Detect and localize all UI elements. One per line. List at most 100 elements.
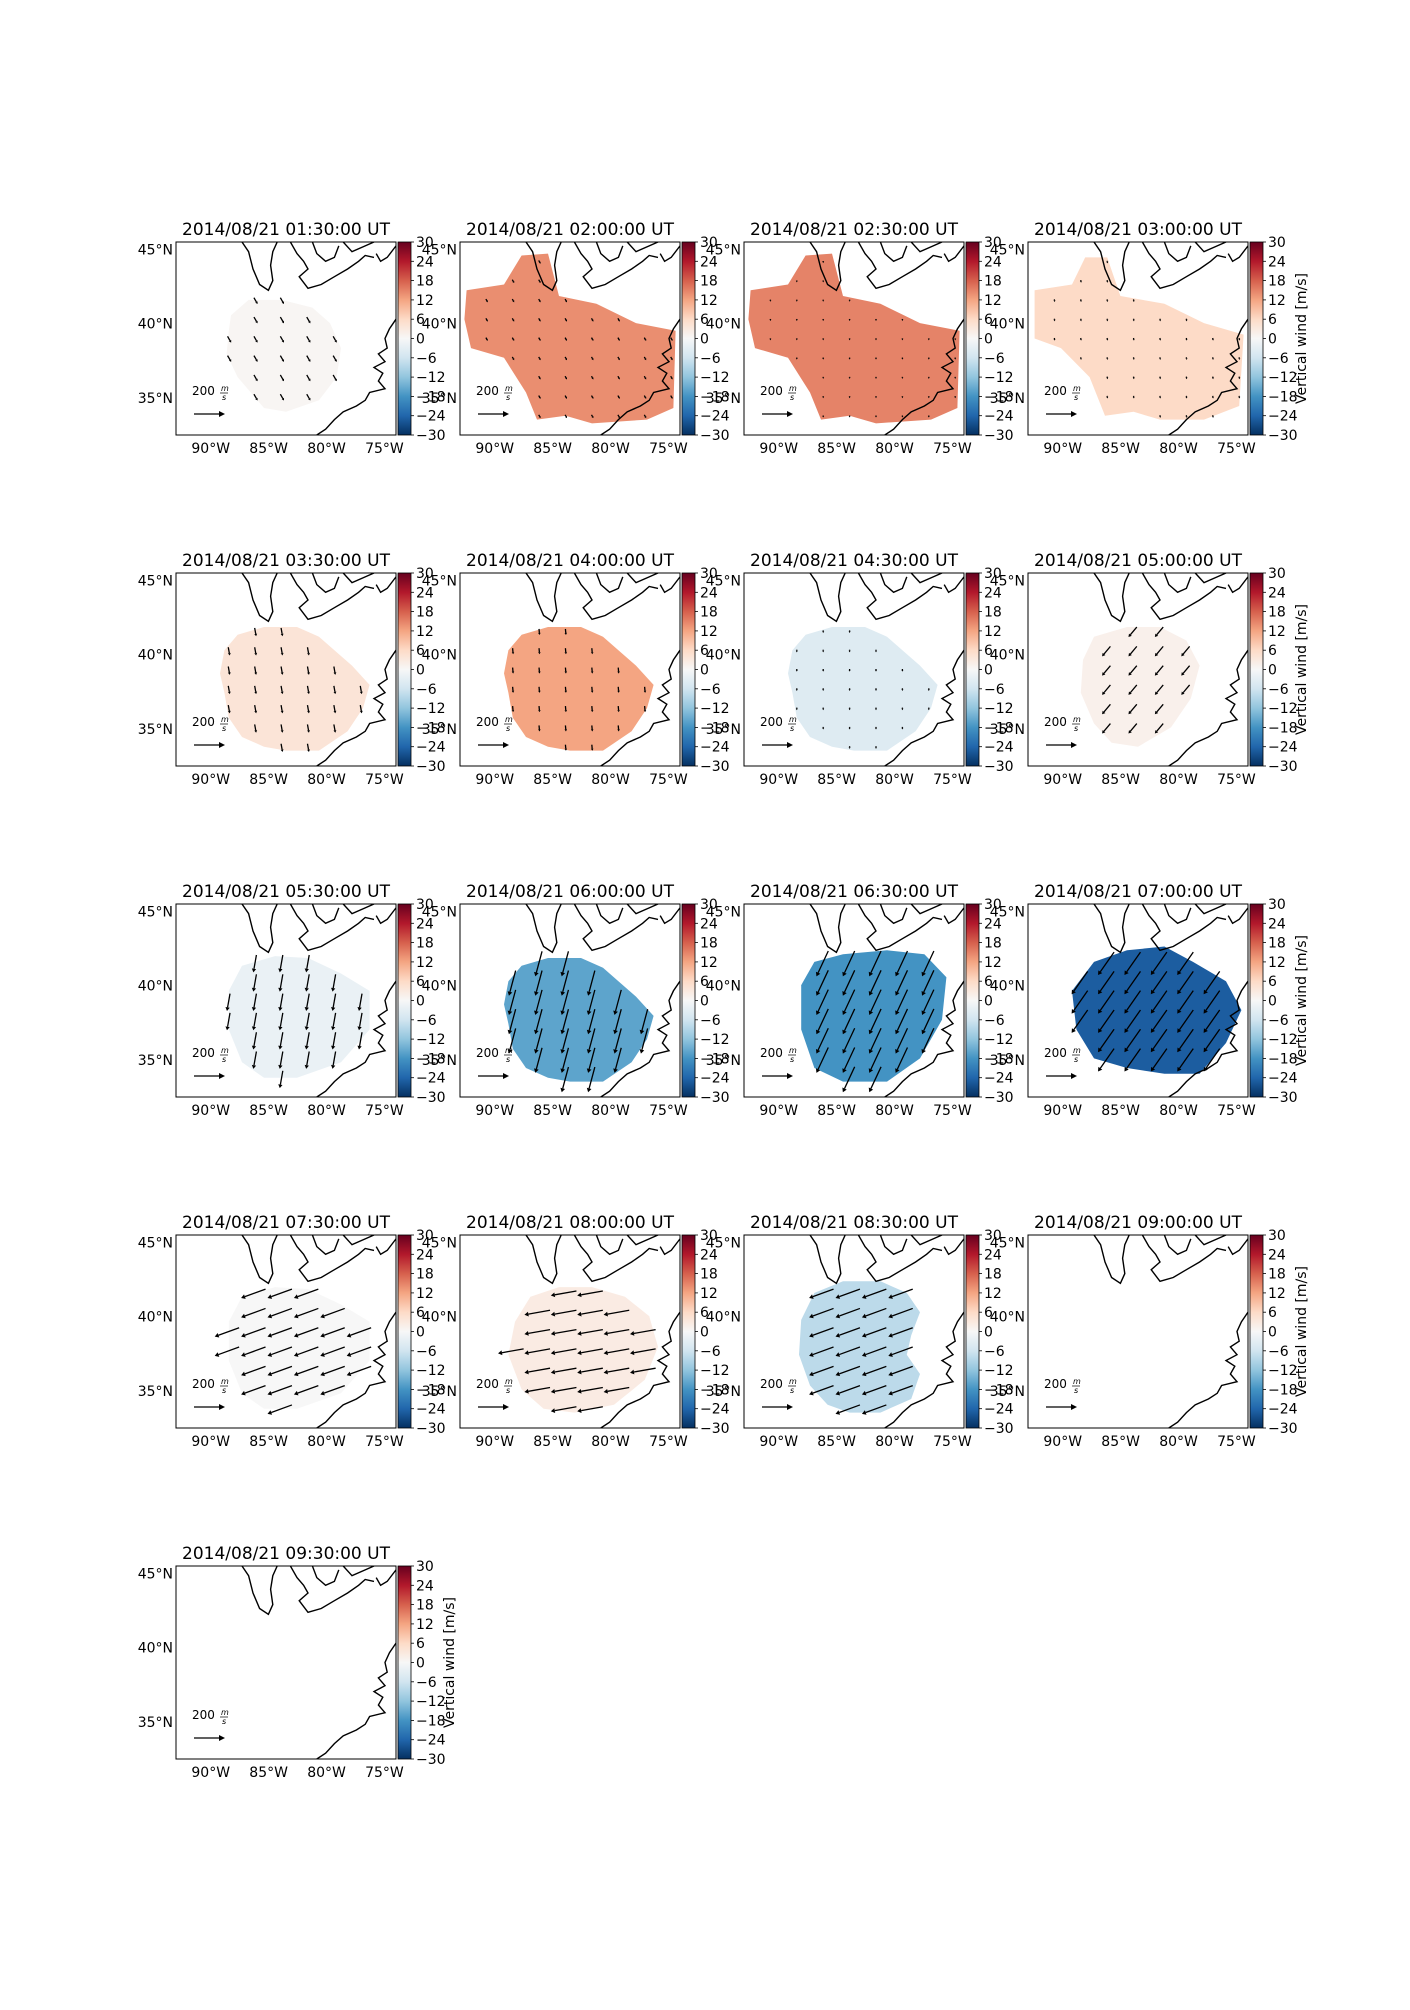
colorbar-tick-label: 0 [416, 1325, 425, 1341]
ytick-label: 45°N [138, 1566, 173, 1582]
coastline [879, 904, 908, 925]
wind-arrow [253, 374, 258, 382]
ytick-label: 40°N [138, 1310, 173, 1326]
wind-arrow [560, 1066, 570, 1093]
colorbar-tick-label: 6 [1268, 974, 1277, 990]
colorbar-tick-label: −12 [984, 370, 1014, 386]
colorbar-tick-label: −6 [1268, 1013, 1289, 1029]
wind-arrow [1132, 357, 1135, 360]
map-frame [459, 1234, 681, 1429]
colorbar-tick-label: 30 [700, 1228, 718, 1244]
colorbar-tick-label: 12 [1268, 1286, 1286, 1302]
reference-arrow-unit-den: s [222, 724, 226, 733]
colorbar-tick-label: 24 [984, 585, 1002, 601]
ytick-label: 45°N [138, 904, 173, 920]
reference-arrow-unit-num: m [1073, 1046, 1081, 1055]
wind-arrow [333, 724, 337, 733]
wind-arrow [280, 705, 284, 714]
wind-arrow [293, 1365, 319, 1377]
wind-arrow [835, 1307, 861, 1319]
reference-arrow: 200 ms [192, 1377, 229, 1410]
colorbar-tick-label: −24 [416, 740, 446, 756]
wind-arrow [875, 649, 877, 653]
wind-arrow [822, 630, 825, 634]
wind-arrow [226, 355, 232, 362]
reference-arrow-value: 200 [760, 384, 783, 398]
wind-arrow [485, 337, 488, 341]
colorbar-tick-label: 6 [1268, 312, 1277, 328]
colorbar-tick-label: 12 [984, 293, 1002, 309]
ytick-label: 45°N [990, 904, 1025, 920]
wind-arrow [1203, 990, 1221, 1014]
wind-arrow [895, 950, 909, 977]
wind-arrow [293, 1307, 319, 1319]
wind-arrow [507, 1009, 517, 1035]
colorbar-tick-label: −24 [416, 1733, 446, 1749]
wind-arrow [795, 280, 798, 283]
wind-arrow [927, 338, 930, 341]
xtick-label: 90°W [475, 441, 514, 457]
wind-arrow [1177, 1048, 1194, 1072]
wind-arrow [901, 318, 904, 322]
colorbar-tick-label: 12 [700, 624, 718, 640]
colorbar-tick-label: −12 [984, 1363, 1014, 1379]
colorbar-tick-label: −24 [1268, 1071, 1298, 1087]
colorbar-tick-label: 30 [416, 235, 434, 251]
wind-arrow [875, 376, 877, 379]
xtick-label: 75°W [365, 772, 404, 788]
reference-arrow-unit-num: m [221, 1708, 229, 1717]
wind-arrow [868, 989, 882, 1016]
wind-arrow [586, 1009, 596, 1035]
wind-arrow [550, 1348, 577, 1356]
wind-arrow [564, 318, 568, 322]
wind-arrow [278, 1032, 284, 1050]
wind-arrow [603, 1367, 630, 1375]
colorbar: 30 24 18 12 6 0 −6 −12 −18 −24 −30 [681, 897, 730, 1106]
xtick-label: 80°W [591, 772, 630, 788]
colorbar-tick-label: −30 [1268, 1421, 1298, 1437]
wind-arrow [278, 954, 284, 973]
wind-arrow [848, 338, 851, 341]
colorbar-tick-label: −12 [984, 1032, 1014, 1048]
wind-arrow [901, 707, 904, 711]
coastline [1168, 980, 1248, 1097]
coastline [943, 1238, 964, 1256]
wind-arrow [613, 989, 622, 1015]
colorbar-tick-label: −30 [984, 1090, 1014, 1106]
wind-arrow [901, 669, 904, 672]
colorbar-tick-label: −18 [416, 1051, 446, 1067]
map-frame [1027, 903, 1249, 1098]
colorbar-tick-label: 12 [416, 1617, 434, 1633]
ytick-label: 35°N [706, 1053, 741, 1069]
coastline [573, 573, 659, 621]
wind-arrow [1124, 1028, 1142, 1053]
wind-arrow [590, 648, 594, 655]
colorbar-tick-label: −30 [700, 428, 730, 444]
colorbar: 30 24 18 12 6 0 −6 −12 −18 −24 −30 [681, 566, 730, 775]
xtick-label: 90°W [759, 1103, 798, 1119]
wind-arrow [1128, 703, 1138, 715]
wind-arrow [617, 667, 620, 674]
wind-arrow [1159, 337, 1162, 341]
xtick-label: 85°W [249, 1434, 288, 1450]
colorbar-label: Vertical wind [m/s] [442, 1597, 458, 1728]
wind-arrow [278, 1012, 284, 1031]
map-frame [1027, 1234, 1249, 1429]
colorbar-tick-label: −6 [416, 1344, 437, 1360]
coastline [1194, 573, 1227, 584]
colorbar-tick-label: 0 [984, 1325, 993, 1341]
map-frame [743, 1234, 965, 1429]
reference-arrow-unit-den: s [1074, 393, 1078, 402]
colorbar-tick-label: 30 [984, 1228, 1002, 1244]
coastline [857, 573, 943, 621]
xtick-label: 75°W [365, 441, 404, 457]
wind-arrow [331, 1032, 337, 1050]
colorbar: 30 24 18 12 6 0 −6 −12 −18 −24 −30 Vertical wind [m… [1249, 235, 1310, 444]
coastline [884, 318, 964, 435]
wind-arrow [1106, 260, 1109, 264]
colorbar-tick-label: 6 [984, 974, 993, 990]
coastline [1168, 318, 1248, 435]
wind-arrow [1132, 376, 1135, 380]
wind-arrow [848, 649, 851, 653]
wind-arrow [333, 705, 337, 714]
